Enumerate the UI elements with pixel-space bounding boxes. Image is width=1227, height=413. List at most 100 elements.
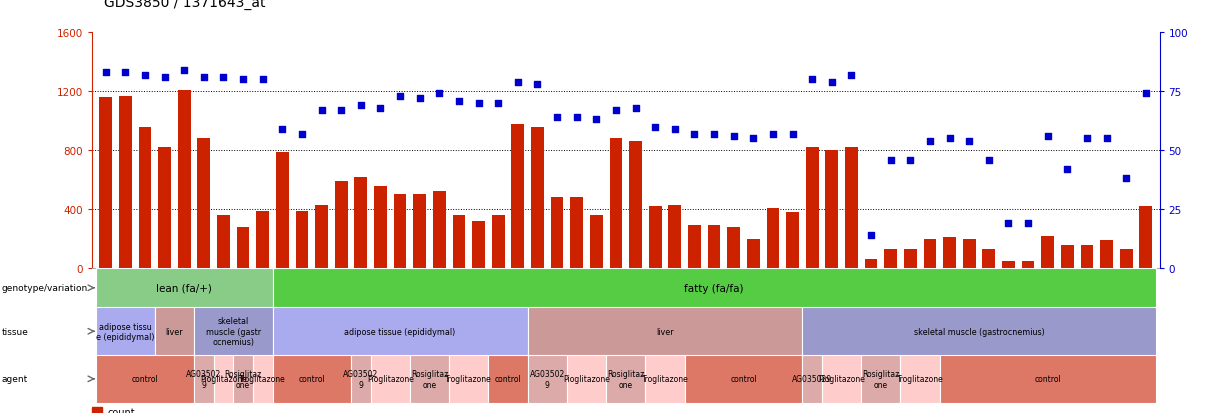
Point [194, 74, 213, 81]
Bar [940, 355, 1156, 403]
Bar [1042, 236, 1054, 268]
Bar [528, 355, 567, 403]
Bar [531, 127, 544, 268]
Point [155, 74, 174, 81]
Bar [96, 355, 194, 403]
Text: adipose tissu
e (epididymal): adipose tissu e (epididymal) [96, 322, 155, 341]
Text: liver: liver [166, 327, 183, 336]
Point [449, 98, 469, 104]
Point [606, 107, 626, 114]
Point [567, 114, 587, 121]
Point [665, 126, 685, 133]
Point [390, 93, 410, 100]
Point [1117, 176, 1136, 182]
Text: Troglitazone: Troglitazone [445, 375, 492, 383]
Point [685, 131, 704, 138]
Point [704, 131, 724, 138]
Point [645, 124, 665, 131]
Text: Pioglitazone: Pioglitazone [200, 375, 247, 383]
Bar [708, 226, 720, 268]
Bar [158, 148, 171, 268]
Bar [787, 213, 799, 268]
Bar [276, 152, 288, 268]
Bar [1120, 249, 1133, 268]
Bar [237, 227, 249, 268]
Bar [845, 148, 858, 268]
Text: agent: agent [1, 375, 27, 383]
Bar [590, 216, 602, 268]
Text: AG03502
9: AG03502 9 [344, 369, 378, 389]
Bar [924, 239, 936, 268]
Bar [217, 216, 229, 268]
Text: control: control [298, 375, 325, 383]
Bar [802, 355, 822, 403]
Point [999, 221, 1018, 227]
Bar [96, 268, 272, 308]
Bar [449, 355, 488, 403]
Bar [394, 195, 406, 268]
Text: Pioglitazone: Pioglitazone [563, 375, 610, 383]
Text: skeletal muscle (gastrocnemius): skeletal muscle (gastrocnemius) [914, 327, 1044, 336]
Point [1077, 135, 1097, 142]
Bar [433, 192, 445, 268]
Text: control: control [131, 375, 158, 383]
Bar [806, 148, 818, 268]
Text: liver: liver [656, 327, 674, 336]
Bar [512, 124, 524, 268]
Bar [767, 208, 779, 268]
Point [292, 131, 312, 138]
Point [940, 135, 960, 142]
Bar [139, 127, 151, 268]
Text: Rosiglitaz
one: Rosiglitaz one [607, 369, 644, 389]
Bar [178, 90, 190, 268]
Bar [685, 355, 802, 403]
Bar [472, 221, 485, 268]
Bar [335, 182, 347, 268]
Bar [551, 198, 563, 268]
Point [901, 157, 920, 164]
Point [1058, 166, 1077, 173]
Text: Rosiglitaz
one: Rosiglitaz one [411, 369, 448, 389]
Bar [963, 239, 975, 268]
Point [233, 77, 253, 83]
Bar [253, 355, 272, 403]
Point [802, 77, 822, 83]
Text: Pioglitazone: Pioglitazone [818, 375, 865, 383]
Text: Rosiglitaz
one: Rosiglitaz one [863, 369, 899, 389]
Bar [567, 355, 606, 403]
Text: adipose tissue (epididymal): adipose tissue (epididymal) [345, 327, 455, 336]
Point [822, 79, 842, 86]
Bar [256, 211, 269, 268]
Bar [453, 216, 465, 268]
Text: lean (fa/+): lean (fa/+) [156, 283, 212, 293]
Text: skeletal
muscle (gastr
ocnemius): skeletal muscle (gastr ocnemius) [206, 317, 261, 346]
Point [587, 117, 606, 123]
Point [312, 107, 331, 114]
Text: fatty (fa/fa): fatty (fa/fa) [685, 283, 744, 293]
Text: Rosiglitaz
one: Rosiglitaz one [225, 369, 261, 389]
Text: AG03502
9: AG03502 9 [530, 369, 564, 389]
Point [253, 77, 272, 83]
Bar [413, 195, 426, 268]
Bar [1061, 245, 1074, 268]
Bar [198, 139, 210, 268]
Text: Troglitazone: Troglitazone [642, 375, 688, 383]
Bar [571, 198, 583, 268]
Bar [606, 355, 645, 403]
Bar [669, 205, 681, 268]
Bar [371, 355, 410, 403]
Point [1038, 133, 1058, 140]
Text: Troglitazone: Troglitazone [239, 375, 286, 383]
Bar [1101, 240, 1113, 268]
Bar [194, 355, 213, 403]
Point [135, 72, 155, 79]
Bar [213, 355, 233, 403]
Bar [374, 186, 387, 268]
Point [429, 91, 449, 97]
Bar [1022, 261, 1034, 268]
Bar [119, 96, 131, 268]
Bar [904, 249, 917, 268]
Point [410, 96, 429, 102]
Bar [492, 216, 504, 268]
Text: genotype/variation: genotype/variation [1, 284, 87, 292]
